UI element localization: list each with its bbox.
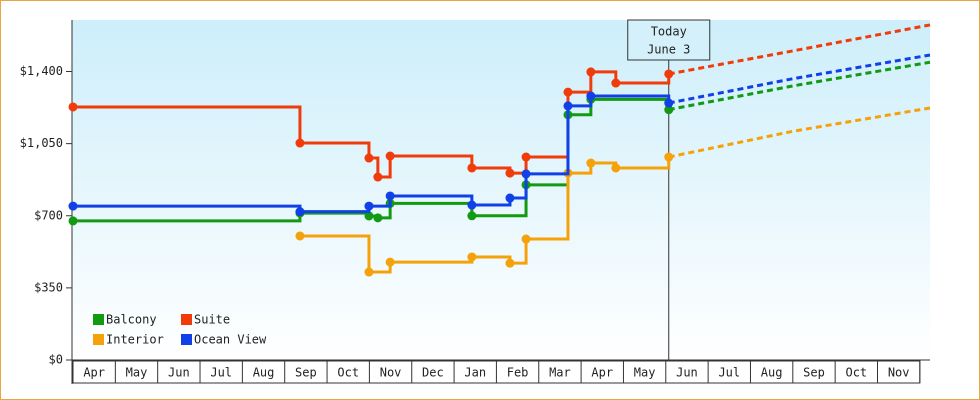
price-point	[295, 207, 305, 217]
today-label: Today	[651, 25, 687, 39]
x-tick-label: Aug	[253, 366, 275, 380]
price-point	[385, 257, 395, 267]
plot-area	[72, 20, 930, 360]
y-tick-label: $350	[34, 280, 63, 294]
price-point	[586, 158, 596, 168]
forecast-line	[668, 60, 931, 112]
price-point	[467, 211, 477, 221]
price-line	[299, 157, 671, 274]
price-point	[364, 201, 374, 211]
forecast-line	[668, 53, 931, 105]
x-tick-label: Dec	[422, 366, 444, 380]
x-tick-label: Aug	[761, 366, 783, 380]
price-point	[364, 211, 374, 221]
price-point	[664, 152, 674, 162]
x-tick-label: Jul	[210, 366, 232, 380]
x-tick-label: Feb	[507, 366, 529, 380]
price-point	[467, 163, 477, 173]
x-tick-label: May	[634, 366, 656, 380]
price-point	[611, 163, 621, 173]
price-point	[611, 78, 621, 88]
legend-swatch	[181, 314, 192, 325]
x-tick-label: Mar	[549, 366, 571, 380]
price-point	[295, 231, 305, 241]
x-tick-label: Nov	[888, 366, 910, 380]
legend-swatch	[181, 334, 192, 345]
price-point	[373, 213, 383, 223]
legend-label: Ocean View	[194, 333, 267, 347]
price-point	[521, 169, 531, 179]
x-tick-label: Apr	[591, 366, 613, 380]
price-point	[664, 98, 674, 108]
x-tick-label: Jun	[168, 366, 190, 380]
price-point	[505, 168, 515, 178]
price-point	[521, 234, 531, 244]
legend-label: Interior	[106, 333, 164, 347]
today-box	[627, 19, 711, 61]
today-label: June 3	[647, 43, 690, 57]
price-point	[563, 87, 573, 97]
x-tick-label: Oct	[845, 366, 867, 380]
price-point	[364, 267, 374, 277]
price-line	[73, 94, 671, 214]
y-tick-label: $1,400	[20, 64, 63, 78]
price-point	[68, 102, 78, 112]
x-tick-label: May	[126, 366, 148, 380]
price-point	[521, 152, 531, 162]
price-point	[586, 67, 596, 77]
y-tick-label: $0	[49, 353, 63, 367]
x-tick-label: Jan	[464, 366, 486, 380]
price-point	[373, 172, 383, 182]
x-tick-label: Nov	[380, 366, 402, 380]
price-point	[467, 252, 477, 262]
price-point	[385, 191, 395, 201]
price-line	[73, 70, 671, 179]
price-point	[364, 153, 374, 163]
x-tick-label: Sep	[803, 366, 825, 380]
y-tick-label: $700	[34, 208, 63, 222]
price-point	[467, 200, 477, 210]
price-point	[505, 258, 515, 268]
forecast-line	[668, 106, 931, 159]
x-tick-label: Jun	[676, 366, 698, 380]
price-point	[385, 151, 395, 161]
price-point	[68, 216, 78, 226]
price-point	[586, 91, 596, 101]
x-tick-label: Sep	[295, 366, 317, 380]
price-point	[664, 105, 674, 115]
legend-swatch	[93, 334, 104, 345]
x-tick-label: Jul	[718, 366, 740, 380]
legend-swatch	[93, 314, 104, 325]
price-point	[664, 69, 674, 79]
y-tick-label: $1,050	[20, 136, 63, 150]
forecast-line	[668, 23, 931, 76]
price-point	[563, 101, 573, 111]
x-tick-label: Oct	[337, 366, 359, 380]
legend-label: Suite	[194, 313, 230, 327]
price-point	[505, 193, 515, 203]
price-point	[68, 201, 78, 211]
legend-label: Balcony	[106, 313, 157, 327]
price-point	[295, 138, 305, 148]
x-tick-label: Apr	[83, 366, 105, 380]
